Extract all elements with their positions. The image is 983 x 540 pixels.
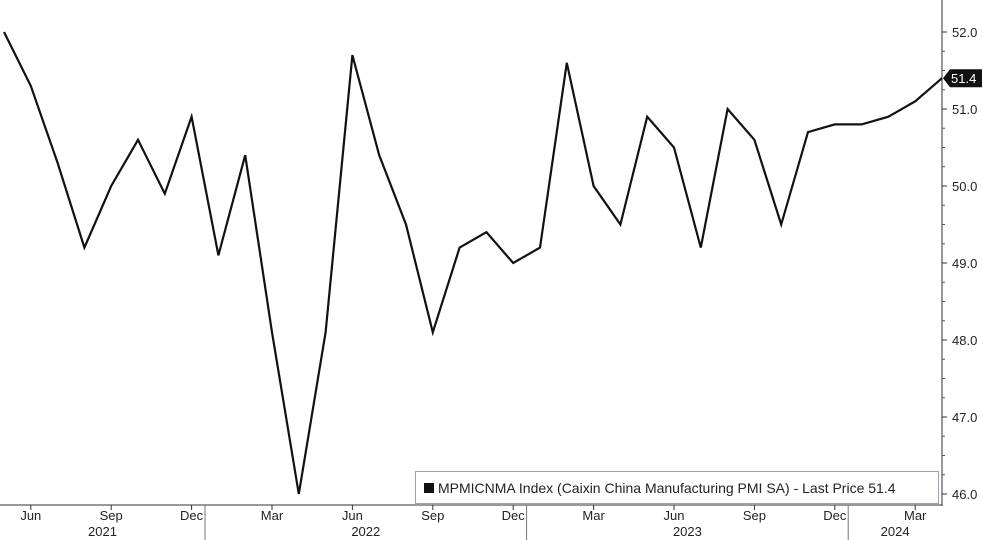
x-tick-label: Dec: [823, 508, 847, 523]
x-tick-label: Sep: [421, 508, 444, 523]
x-tick-label: Jun: [20, 508, 41, 523]
last-price-label: 51.4: [951, 71, 976, 86]
x-tick-label: Jun: [664, 508, 685, 523]
series-line: [3, 31, 943, 495]
y-tick-label: 51.0: [952, 102, 977, 117]
x-tick-label: Mar: [582, 508, 605, 523]
y-tick-label: 47.0: [952, 410, 977, 425]
y-tick-label: 52.0: [952, 25, 977, 40]
axis-ticks: 52.0 51.0 50.0 49.0 48.0 47.0 46.0 Jun Sep Dec Mar…: [20, 25, 982, 540]
year-label: 2021: [88, 524, 117, 539]
x-tick-label: Sep: [743, 508, 766, 523]
year-label: 2023: [673, 524, 702, 539]
year-label: 2024: [881, 524, 910, 539]
y-tick-label: 46.0: [952, 487, 977, 502]
x-tick-label: Mar: [261, 508, 284, 523]
x-tick-label: Sep: [100, 508, 123, 523]
plot-area: [3, 31, 943, 495]
last-price-tag: [943, 69, 982, 88]
x-tick-label: Dec: [180, 508, 204, 523]
x-tick-label: Mar: [904, 508, 927, 523]
legend-swatch-icon: [424, 482, 434, 493]
y-tick-label: 50.0: [952, 179, 977, 194]
chart-legend: MPMICNMA Index (Caixin China Manufacturi…: [415, 471, 939, 504]
x-tick-label: Dec: [502, 508, 526, 523]
legend-text: MPMICNMA Index (Caixin China Manufacturi…: [438, 479, 896, 496]
year-label: 2022: [351, 524, 380, 539]
y-tick-label: 49.0: [952, 256, 977, 271]
chart-axes: [0, 0, 943, 506]
y-tick-label: 48.0: [952, 333, 977, 348]
x-tick-label: Jun: [342, 508, 363, 523]
